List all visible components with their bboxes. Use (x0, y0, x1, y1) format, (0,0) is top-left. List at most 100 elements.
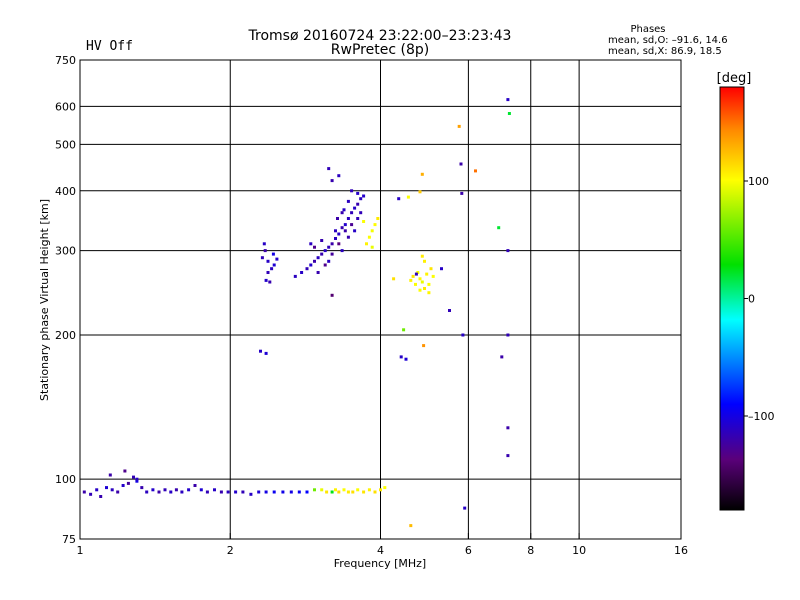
data-point (346, 217, 350, 220)
data-point (187, 488, 191, 492)
data-point (351, 490, 355, 494)
data-point (383, 486, 387, 490)
data-point (367, 488, 371, 492)
data-point (337, 490, 341, 494)
data-point (370, 245, 374, 249)
data-point (330, 179, 334, 183)
data-point (320, 488, 324, 492)
data-point (327, 245, 331, 249)
y-axis-label: Stationary phase Virtual Height [km] (38, 199, 51, 401)
data-point (249, 492, 253, 496)
data-point (121, 484, 125, 487)
data-point (448, 309, 451, 312)
data-point (406, 195, 410, 199)
data-point (340, 226, 344, 230)
data-point (105, 486, 108, 490)
data-point (420, 172, 424, 176)
data-point (108, 473, 112, 477)
x-tick-label: 8 (527, 544, 534, 557)
data-point (199, 488, 203, 492)
data-point (367, 235, 371, 239)
colorbar-tick-label: –100 (748, 410, 775, 423)
data-point (346, 235, 350, 239)
data-point (263, 249, 267, 253)
data-point (356, 191, 360, 195)
data-point (334, 488, 337, 492)
data-point (281, 490, 285, 494)
data-point (460, 191, 464, 195)
data-point (359, 197, 363, 201)
data-point (420, 254, 424, 258)
y-tick-label: 400 (55, 185, 76, 198)
y-tick-label: 200 (55, 329, 76, 342)
data-point (260, 256, 264, 260)
data-point (362, 220, 366, 223)
y-tick-label: 300 (55, 245, 76, 258)
data-point (145, 490, 149, 494)
colorbar-ticks: 100 0 –100 (744, 175, 775, 423)
data-point (323, 263, 327, 267)
data-point (425, 272, 429, 276)
data-point (373, 490, 377, 494)
data-point (457, 124, 461, 128)
data-point (297, 490, 301, 494)
data-point (272, 490, 276, 494)
data-point (353, 229, 357, 233)
data-point (362, 490, 366, 494)
data-point (157, 490, 161, 494)
data-point (409, 524, 413, 528)
data-point (126, 481, 130, 485)
data-point (506, 249, 510, 253)
data-point (330, 293, 334, 297)
data-point (474, 169, 477, 173)
data-point (174, 488, 178, 492)
data-point (402, 328, 406, 332)
data-point (316, 271, 320, 274)
data-point (330, 252, 334, 256)
data-point (356, 202, 360, 206)
data-point (340, 211, 344, 215)
chart-title-line2: RwPretec (8p) (331, 42, 429, 58)
data-point (135, 477, 139, 481)
data-point (427, 282, 431, 286)
data-point (414, 282, 417, 286)
colorbar-tick-label: 0 (748, 293, 755, 306)
data-point (353, 206, 357, 210)
data-point (373, 223, 377, 227)
data-point (506, 454, 510, 458)
x-tick-label: 10 (572, 544, 586, 557)
data-point (151, 488, 155, 492)
data-point (272, 263, 276, 267)
x-tick-label: 2 (227, 544, 234, 557)
data-point (213, 488, 216, 492)
data-point (336, 217, 339, 220)
data-point (459, 162, 463, 166)
x-tick-label: 4 (377, 544, 384, 557)
data-points (82, 98, 511, 528)
data-point (506, 426, 510, 430)
data-point (356, 488, 360, 492)
data-point (330, 490, 334, 494)
data-point (169, 490, 173, 494)
y-tick-label: 600 (55, 100, 76, 113)
hv-status: HV Off (86, 39, 133, 54)
data-point (343, 229, 347, 233)
data-point (359, 211, 363, 215)
data-point (116, 490, 120, 494)
data-point (334, 237, 337, 240)
data-point (325, 490, 329, 494)
data-point (205, 490, 209, 494)
data-point (163, 488, 167, 492)
data-point (506, 333, 510, 337)
phases-title: Phases (630, 24, 665, 35)
data-point (340, 249, 344, 253)
data-point (337, 242, 341, 246)
data-point (342, 488, 346, 492)
data-point (404, 357, 408, 361)
y-tick-label: 500 (55, 138, 76, 151)
data-point (259, 349, 262, 353)
data-point (266, 259, 270, 263)
data-point (82, 490, 86, 494)
data-point (461, 333, 465, 337)
data-point (323, 249, 327, 253)
